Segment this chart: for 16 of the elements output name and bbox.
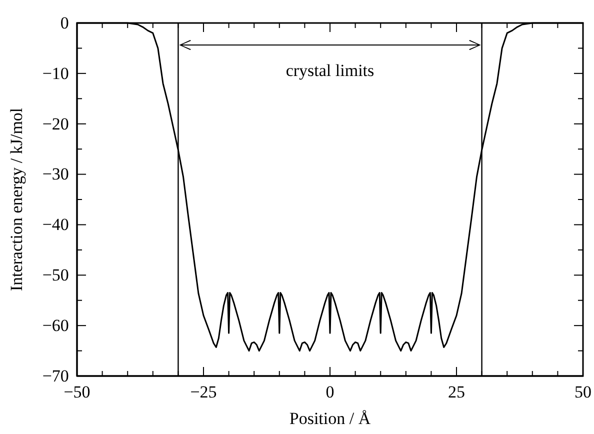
x-tick-label: −50 [64, 382, 90, 402]
x-tick-label: 50 [574, 382, 592, 402]
y-tick-label: −50 [42, 266, 69, 285]
x-tick-label: 25 [448, 382, 465, 402]
x-tick-label: −25 [190, 382, 217, 402]
annotation: crystal limits [286, 61, 374, 80]
y-tick-label: −20 [42, 114, 69, 134]
y-tick-label: −40 [42, 215, 69, 234]
y-tick-label: −10 [42, 64, 69, 83]
y-tick-label: −70 [42, 366, 69, 386]
y-tick-label: 0 [60, 13, 69, 32]
x-axis-title: Position / Å [289, 409, 372, 428]
y-axis-title: Interaction energy / kJ/mol [7, 108, 26, 292]
x-tick-label: 0 [326, 382, 334, 402]
y-tick-label: −60 [42, 316, 69, 336]
y-tick-label: −30 [42, 164, 69, 184]
